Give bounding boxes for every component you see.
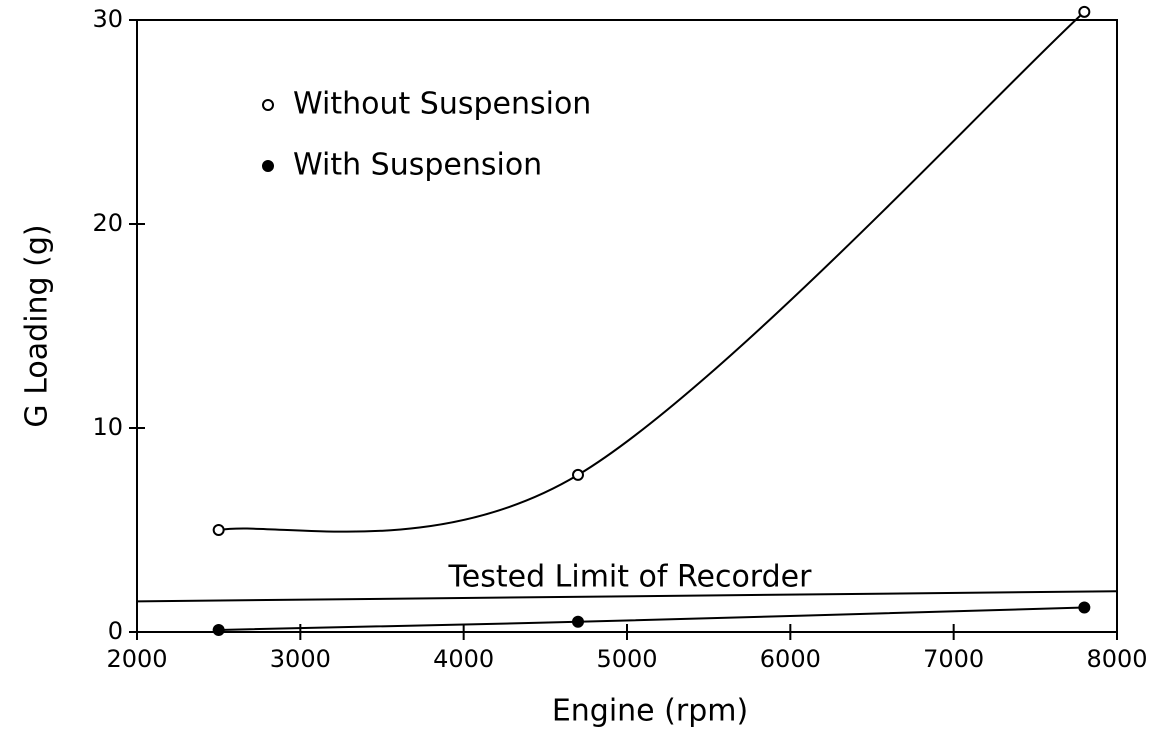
x-tick-label: 7000 xyxy=(923,645,984,673)
limit-label: Tested Limit of Recorder xyxy=(448,560,813,595)
y-tick-label: 20 xyxy=(92,209,123,237)
plot-frame xyxy=(136,19,1118,633)
y-tick-label: 30 xyxy=(92,5,123,33)
legend-marker xyxy=(262,160,274,172)
y-tick-label: 0 xyxy=(108,617,123,645)
limit-line xyxy=(136,590,1118,603)
x-tick-label: 5000 xyxy=(596,645,657,673)
data-point xyxy=(212,524,225,536)
series-line xyxy=(218,11,1086,533)
x-tick-label: 4000 xyxy=(433,645,494,673)
x-tick-label: 2000 xyxy=(106,645,167,673)
legend-marker xyxy=(262,99,274,111)
data-point xyxy=(572,468,584,481)
x-tick-label: 6000 xyxy=(760,645,821,673)
data-point xyxy=(572,615,584,628)
x-tick-label: 3000 xyxy=(270,645,331,673)
legend-label: Without Suspension xyxy=(293,87,591,122)
data-point xyxy=(1078,601,1091,614)
y-tick-label: 10 xyxy=(92,413,123,441)
data-point xyxy=(212,623,225,636)
series-line xyxy=(218,606,1085,631)
legend-label: With Suspension xyxy=(293,148,542,183)
x-tick-label: 8000 xyxy=(1086,645,1147,673)
data-point xyxy=(1078,5,1091,18)
y-axis-label: G Loading (g) xyxy=(20,224,55,427)
x-axis-label: Engine (rpm) xyxy=(552,694,748,729)
